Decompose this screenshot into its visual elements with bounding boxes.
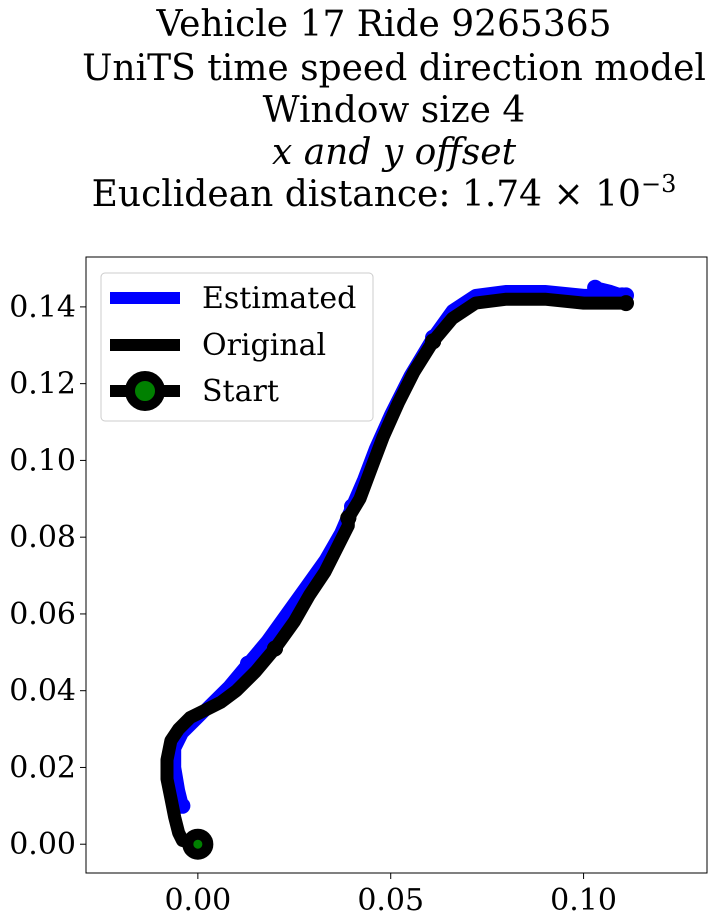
legend: Estimated Original Start bbox=[100, 272, 374, 422]
title-line-2: UniTS time speed direction model bbox=[82, 48, 706, 89]
plot-area bbox=[85, 256, 708, 874]
x-axis: 0.00 0.05 0.10 bbox=[164, 873, 617, 918]
y-tick-label: 0.14 bbox=[9, 290, 76, 325]
legend-start-label: Start bbox=[202, 374, 279, 409]
title-line-1: Vehicle 17 Ride 9265365 bbox=[155, 4, 611, 45]
x-tick-label: 0.05 bbox=[357, 883, 424, 918]
legend-original-label: Original bbox=[202, 328, 326, 363]
start-point-marker bbox=[182, 828, 214, 860]
original-segment-3-endpoint bbox=[340, 510, 357, 526]
original-segment-4-endpoint bbox=[425, 333, 442, 350]
original-line-segment-2 bbox=[268, 511, 355, 655]
title-distance-base: Euclidean distance: 1.74 × 10 bbox=[92, 174, 641, 215]
legend-start-marker bbox=[125, 371, 165, 411]
y-tick-label: 0.02 bbox=[9, 750, 76, 785]
original-segment-4-endpoint bbox=[618, 295, 634, 312]
legend-estimated-label: Estimated bbox=[202, 281, 356, 316]
y-tick-label: 0.12 bbox=[9, 367, 76, 402]
legend-box bbox=[100, 272, 374, 422]
title-line-4: x and y offset bbox=[272, 132, 517, 173]
x-tick-label: 0.00 bbox=[164, 883, 231, 918]
title-distance-exponent: −3 bbox=[641, 170, 676, 198]
axes-frame bbox=[85, 256, 708, 874]
start-layer bbox=[182, 828, 214, 860]
y-tick-label: 0.10 bbox=[9, 443, 76, 478]
y-axis: 0.00 0.02 0.04 0.06 0.08 0.10 0.12 0.14 bbox=[9, 290, 86, 862]
y-tick-label: 0.00 bbox=[9, 827, 76, 862]
estimated-segment-5-endpoint bbox=[587, 279, 604, 296]
estimated-line-segment-2 bbox=[241, 500, 359, 671]
original-line-segment-1 bbox=[160, 642, 282, 851]
chart-title: Vehicle 17 Ride 9265365 UniTS time speed… bbox=[82, 4, 706, 215]
y-tick-label: 0.06 bbox=[9, 597, 76, 632]
y-tick-label: 0.08 bbox=[9, 520, 76, 555]
title-line-5: Euclidean distance: 1.74 × 10−3 bbox=[92, 170, 677, 215]
original-line-segment-3 bbox=[341, 334, 440, 525]
x-tick-label: 0.10 bbox=[550, 883, 617, 918]
title-line-3: Window size 4 bbox=[263, 90, 526, 131]
y-tick-label: 0.04 bbox=[9, 674, 76, 709]
original-segment-2-endpoint bbox=[267, 640, 283, 657]
original-line-segment-4 bbox=[426, 292, 633, 348]
